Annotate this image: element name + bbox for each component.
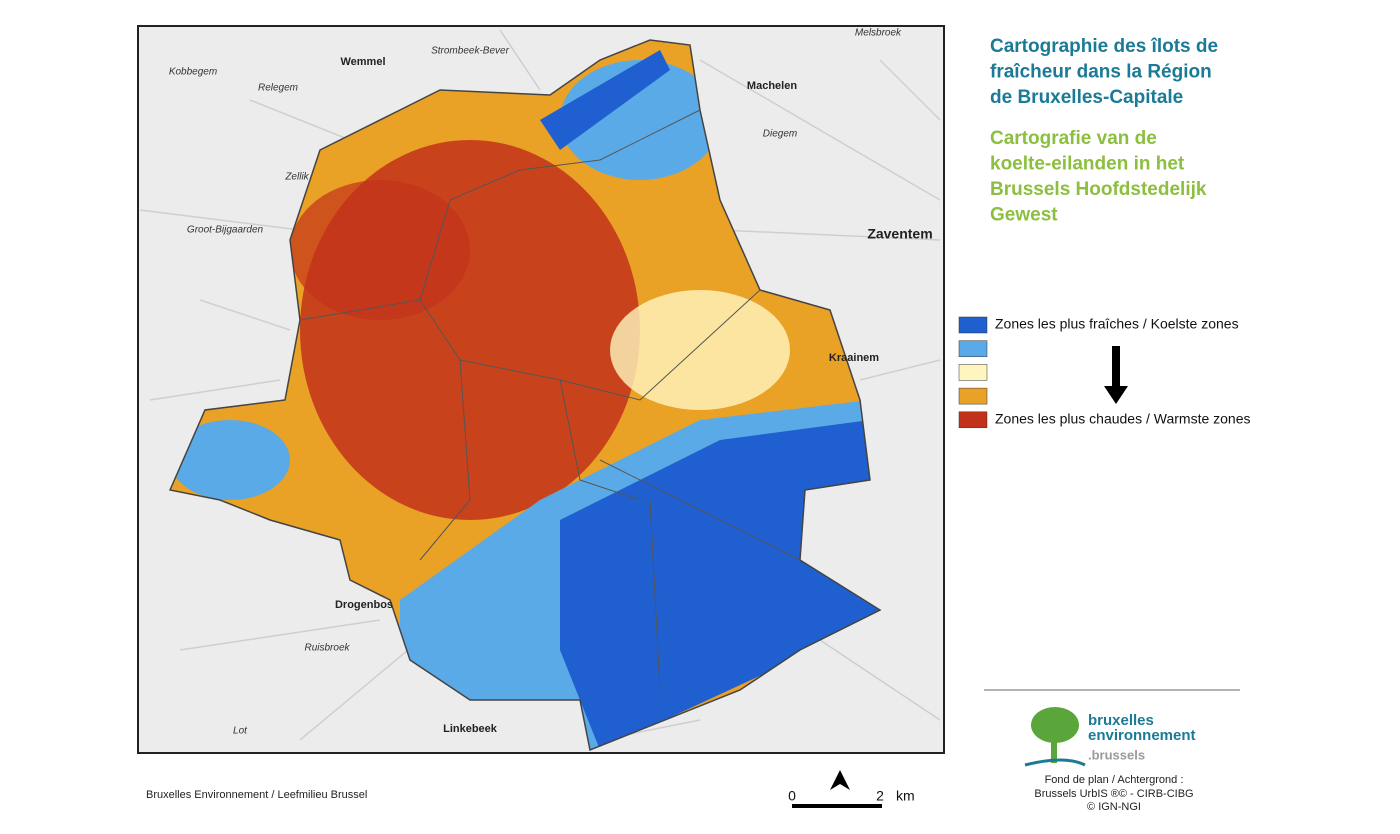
- title-nl: koelte-eilanden in het: [990, 154, 1185, 175]
- titles: Cartographie des îlots de fraîcheur dans …: [990, 36, 1218, 226]
- place-label: Kobbegem: [169, 67, 217, 78]
- place-label: Zaventem: [867, 226, 932, 242]
- scale-unit: km: [896, 788, 915, 804]
- place-label: Linkebeek: [443, 723, 498, 735]
- place-label: Melsbroek: [855, 28, 902, 39]
- legend-swatch: [958, 364, 988, 381]
- legend-arrow: [1104, 346, 1128, 404]
- place-labels: Melsbroek Strombeek-Bever Wemmel Kobbege…: [169, 28, 933, 737]
- title-nl: Brussels Hoofdstedelijk: [990, 179, 1207, 200]
- legend-swatch: [958, 411, 988, 429]
- legend-swatch: [958, 387, 988, 405]
- logo-text: bruxelles: [1088, 712, 1154, 729]
- place-label: Diegem: [763, 129, 797, 140]
- place-label: Drogenbos: [335, 599, 393, 611]
- place-label: Wemmel: [340, 56, 385, 68]
- road-network: [139, 29, 941, 741]
- place-label: Ruisbroek: [304, 643, 350, 654]
- credit-line: Fond de plan / Achtergrond :: [1045, 774, 1184, 786]
- place-label: Zellik: [284, 172, 309, 183]
- place-label: Kraainem: [829, 352, 879, 364]
- credit-line: Brussels UrbIS ®© - CIRB-CIBG: [1034, 788, 1193, 800]
- legend: Zones les plus fraîches / Koelste zones Z…: [958, 316, 1251, 429]
- scale-end: 2: [876, 788, 884, 804]
- title-fr: fraîcheur dans la Région: [990, 62, 1212, 83]
- commune-borders: [299, 109, 801, 691]
- title-fr: de Bruxelles-Capitale: [990, 87, 1183, 108]
- place-label: Relegem: [258, 83, 298, 94]
- legend-swatch: [958, 316, 988, 334]
- north-arrow: [830, 770, 850, 790]
- scale-start: 0: [788, 788, 796, 804]
- logo: bruxelles environnement .brussels: [1024, 707, 1196, 767]
- place-label: Machelen: [747, 80, 797, 92]
- source-text: Bruxelles Environnement / Leefmilieu Bru…: [146, 789, 367, 801]
- place-label: Lot: [233, 726, 248, 737]
- credit-line: © IGN-NGI: [1087, 801, 1141, 813]
- place-label: Groot-Bijgaarden: [187, 225, 264, 236]
- legend-label: Zones les plus fraîches / Koelste zones: [995, 316, 1239, 332]
- place-label: Strombeek-Bever: [431, 46, 509, 57]
- title-fr: Cartographie des îlots de: [990, 36, 1218, 57]
- legend-label: Zones les plus chaudes / Warmste zones: [995, 411, 1251, 427]
- logo-text: .brussels: [1088, 747, 1145, 762]
- title-nl: Gewest: [990, 205, 1058, 226]
- legend-swatch: [958, 340, 988, 357]
- title-nl: Cartografie van de: [990, 128, 1157, 149]
- logo-text: environnement: [1088, 727, 1196, 744]
